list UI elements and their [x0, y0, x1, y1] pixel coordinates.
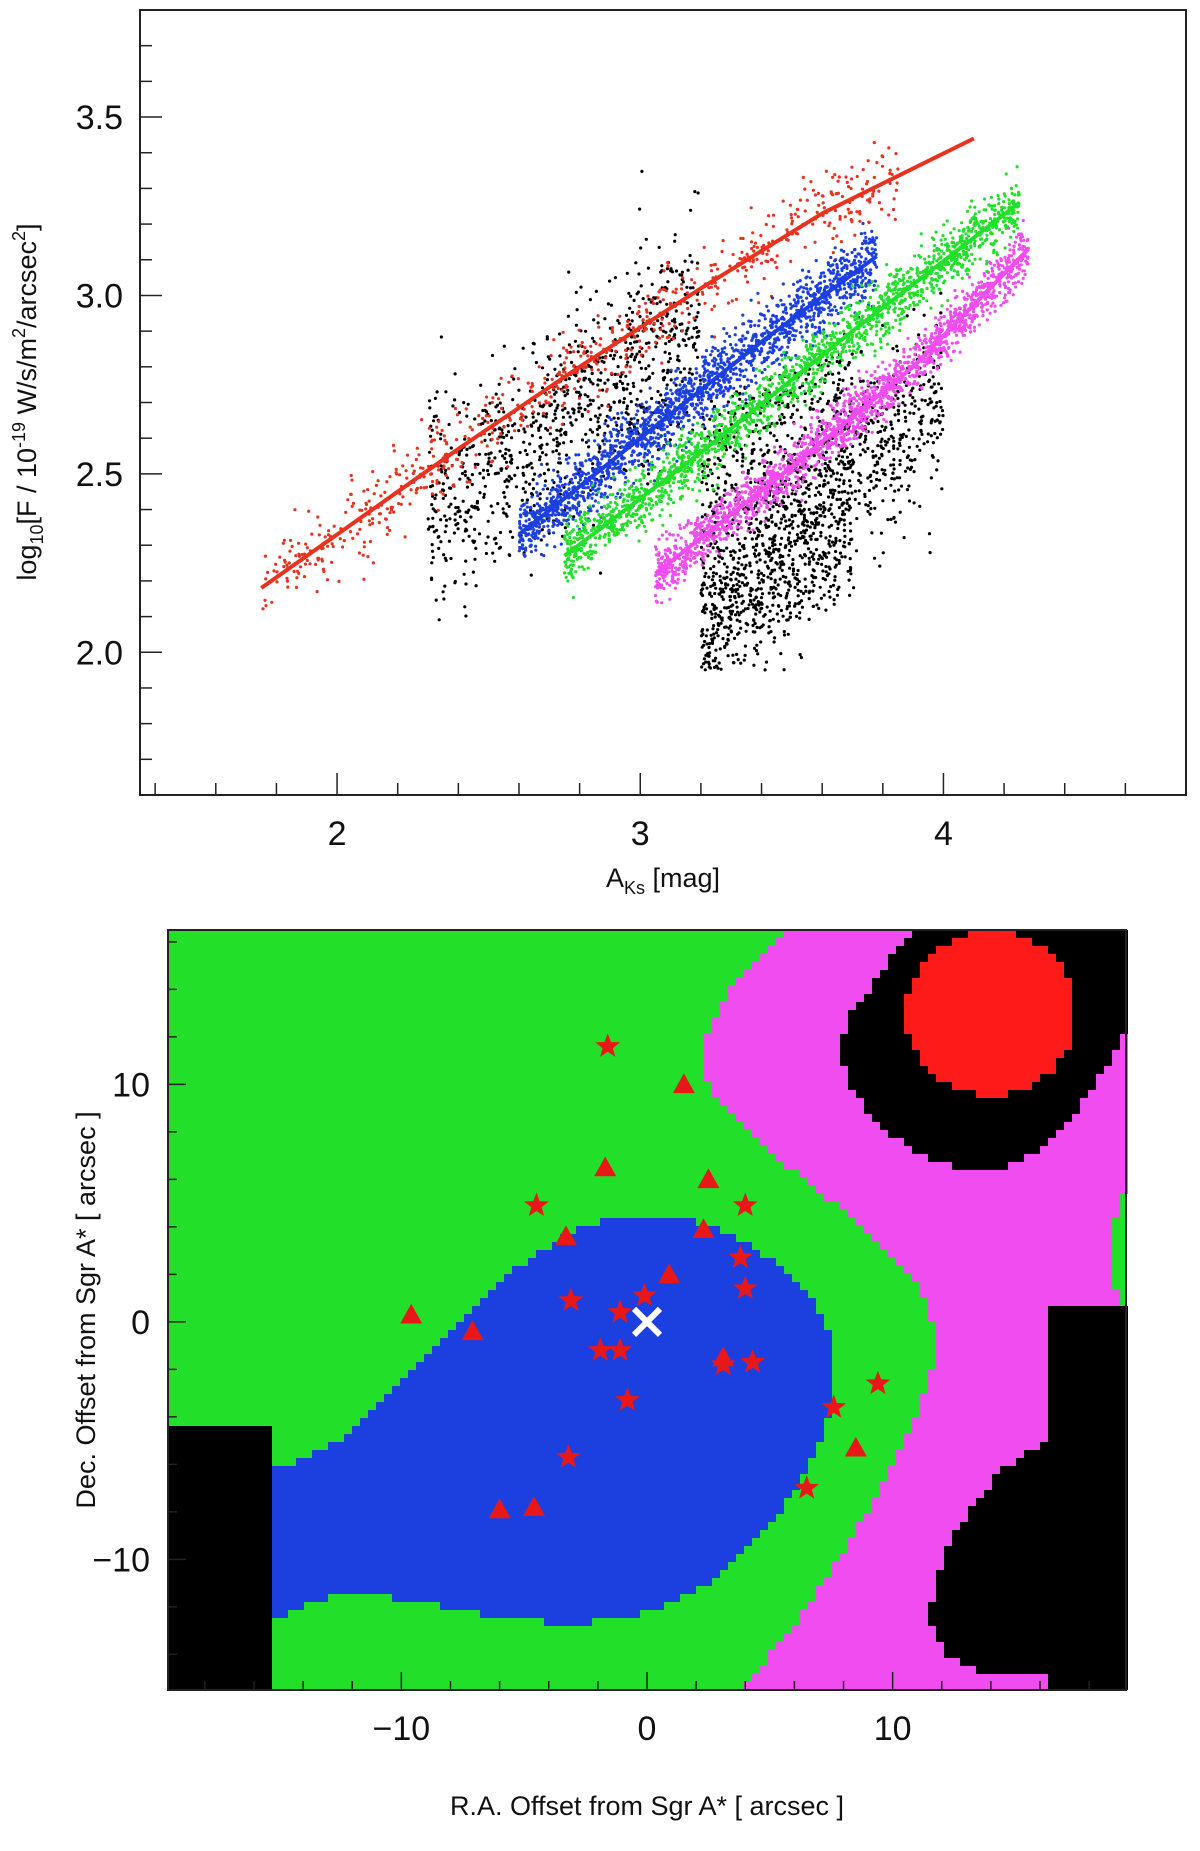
extinction-map-heatmap: [168, 930, 1128, 1690]
star-marker: [588, 1337, 613, 1361]
star-marker: [740, 1349, 765, 1373]
triangle-marker: [658, 1263, 681, 1284]
extinction-map-panel: −10 0 10 −10 0 10 R.A. Offset from Sgr A* [ a…: [71, 929, 1128, 1821]
map-markers: [400, 1033, 891, 1519]
map-y-tick-label: 10: [112, 1066, 150, 1104]
map-y-axis-label: Dec. Offset from Sgr A* [ arcsec ]: [71, 1111, 101, 1508]
star-marker: [632, 1282, 657, 1307]
series-3-fit-line: [654, 247, 1030, 576]
series-1-points: [517, 221, 879, 558]
star-marker: [607, 1299, 633, 1323]
x-axis-label: AKs [mag]: [606, 863, 720, 898]
triangle-marker: [844, 1436, 867, 1457]
triangle-marker: [554, 1225, 577, 1246]
map-x-axis-label: R.A. Offset from Sgr A* [ arcsec ]: [450, 1791, 844, 1821]
x-tick-label: 4: [934, 815, 953, 853]
triangle-marker: [594, 1156, 617, 1177]
star-marker: [728, 1244, 753, 1269]
map-x-tick-label: 10: [874, 1710, 912, 1748]
triangle-marker: [697, 1168, 720, 1189]
star-marker: [615, 1387, 640, 1411]
triangle-marker: [712, 1346, 735, 1367]
star-marker: [794, 1475, 819, 1499]
series-0-points: [261, 141, 900, 611]
star-marker: [558, 1287, 584, 1311]
star-marker: [524, 1192, 549, 1216]
sgr-a-star-cross-marker: [631, 1306, 663, 1337]
map-x-tick-label: 0: [638, 1710, 657, 1748]
triangle-marker: [692, 1218, 715, 1239]
series-2-fit-line: [563, 201, 1021, 558]
map-axis-ticks: −10 0 10 −10 0 10: [92, 941, 1090, 1748]
star-marker: [865, 1370, 891, 1395]
star-marker: [732, 1275, 758, 1300]
y-tick-label: 2.5: [76, 456, 123, 494]
star-marker: [556, 1444, 581, 1468]
series-1-fit-line: [517, 254, 878, 537]
x-tick-label: 2: [328, 815, 347, 853]
map-y-tick-label: −10: [92, 1541, 150, 1579]
x-tick-label: 3: [631, 815, 650, 853]
y-tick-label: 2.0: [76, 634, 123, 672]
flux-extinction-scatter-panel: 2 3 4 2.0 2.5 3.0 3.5 AKs [mag] log10[F / 10-1…: [9, 9, 1187, 898]
scatter-points: [261, 141, 1030, 672]
triangle-marker: [523, 1496, 546, 1516]
series-0-fit-line: [260, 136, 975, 590]
triangle-marker: [400, 1303, 423, 1324]
y-tick-label: 3.5: [76, 99, 123, 137]
triangle-marker: [461, 1320, 484, 1341]
star-marker: [595, 1033, 621, 1057]
y-tick-label: 3.0: [76, 277, 123, 315]
fit-lines: [260, 136, 1030, 590]
axis-ticks: 2 3 4 2.0 2.5 3.0 3.5: [76, 44, 1127, 853]
star-marker: [607, 1337, 633, 1361]
star-marker: [732, 1192, 758, 1216]
map-y-tick-label: 0: [131, 1304, 150, 1342]
triangle-marker: [488, 1498, 511, 1519]
star-marker: [821, 1394, 847, 1418]
y-axis-label: log10[F / 10-19 W/s/m2/arcsec2]: [9, 223, 47, 580]
triangle-marker: [672, 1073, 695, 1094]
map-x-tick-label: −10: [373, 1710, 431, 1748]
